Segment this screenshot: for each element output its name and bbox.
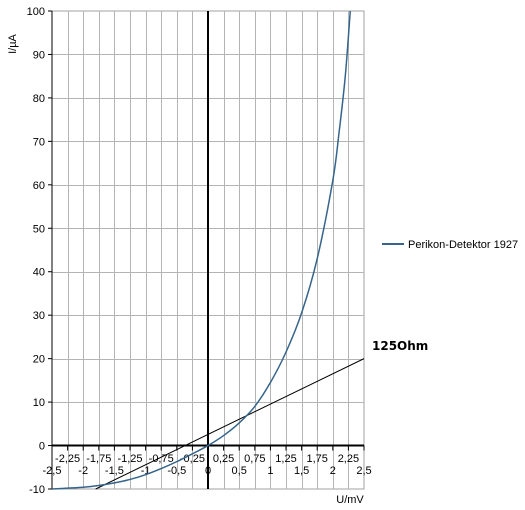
x-tick-label: 0,25 — [213, 453, 234, 465]
x-tick-label: -1,5 — [105, 465, 124, 477]
y-tick-label: 10 — [33, 397, 45, 409]
x-tick-label: -1,75 — [86, 453, 111, 465]
y-tick-label: -10 — [29, 484, 45, 496]
x-tick-label: 2,5 — [356, 465, 371, 477]
x-tick-label: 0,75 — [244, 453, 265, 465]
y-tick-label: 0 — [39, 441, 45, 453]
load-line-label: 125Ohm — [372, 339, 428, 353]
series-layer — [51, 10, 365, 490]
x-tick-label: -2,25 — [55, 453, 80, 465]
x-tick-label: 0 — [205, 465, 211, 477]
legend-entry: Perikon-Detektor 1927 — [408, 239, 518, 251]
axes — [48, 10, 365, 490]
x-tick-label: 2 — [330, 465, 336, 477]
y-tick-label: 50 — [33, 223, 45, 235]
x-tick-label: 0,5 — [232, 465, 247, 477]
x-tick-label: -2 — [78, 465, 88, 477]
x-tick-label: 1,5 — [294, 465, 309, 477]
y-tick-label: 40 — [33, 267, 45, 279]
y-tick-label: 60 — [33, 180, 45, 192]
y-tick-label: 30 — [33, 310, 45, 322]
x-tick-label: -0,5 — [167, 465, 186, 477]
y-tick-label: 80 — [33, 93, 45, 105]
series-line-perikon-detektor — [51, 10, 352, 490]
x-tick-label: 1 — [267, 465, 273, 477]
x-tick-label: 2,25 — [338, 453, 359, 465]
y-tick-label: 90 — [33, 49, 45, 61]
x-tick-label: 1,75 — [306, 453, 327, 465]
x-tick-label: 1,25 — [275, 453, 296, 465]
x-axis-label: U/mV — [336, 494, 364, 506]
y-axis-label: I/µA — [7, 33, 19, 53]
legend: Perikon-Detektor 1927 — [382, 239, 518, 251]
y-tick-label: 70 — [33, 136, 45, 148]
y-tick-label: 20 — [33, 354, 45, 366]
y-tick-label: 100 — [27, 6, 45, 18]
x-tick-label: -2,5 — [43, 465, 62, 477]
x-tick-label: -1,25 — [117, 453, 142, 465]
load-line — [95, 358, 365, 490]
x-tick-label: -1 — [141, 465, 151, 477]
x-tick-label: -0,75 — [149, 453, 174, 465]
x-tick-label: -0,25 — [180, 453, 205, 465]
